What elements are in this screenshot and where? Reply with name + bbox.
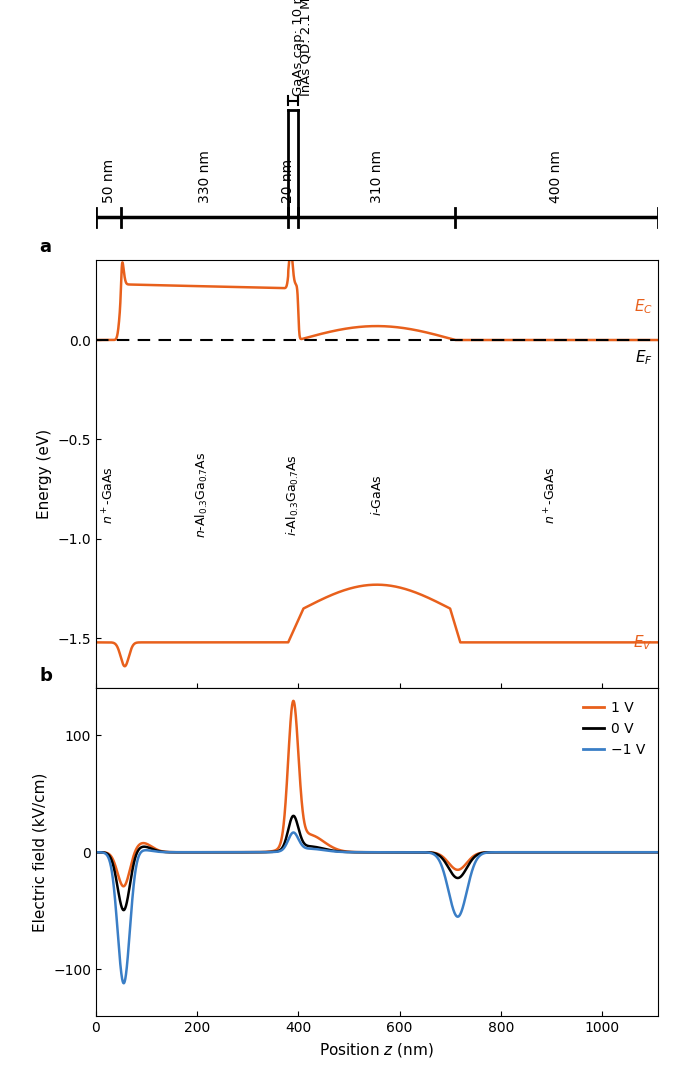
Text: $E_F$: $E_F$	[635, 349, 653, 367]
X-axis label: Position $z$ (nm): Position $z$ (nm)	[319, 1040, 434, 1059]
Text: 20 nm: 20 nm	[282, 159, 295, 203]
Text: $n$-Al$_{0.3}$Ga$_{0.7}$As: $n$-Al$_{0.3}$Ga$_{0.7}$As	[194, 452, 210, 538]
Text: 400 nm: 400 nm	[549, 150, 563, 203]
Y-axis label: Energy (eV): Energy (eV)	[37, 429, 52, 520]
Text: $i$-GaAs: $i$-GaAs	[370, 474, 384, 516]
Text: 310 nm: 310 nm	[370, 150, 384, 203]
Text: 330 nm: 330 nm	[198, 150, 212, 203]
Text: 50 nm: 50 nm	[101, 159, 116, 203]
Text: $E_C$: $E_C$	[634, 297, 653, 315]
Text: b: b	[40, 666, 53, 685]
Text: $E_V$: $E_V$	[633, 633, 653, 652]
Text: $i$-Al$_{0.3}$Ga$_{0.7}$As: $i$-Al$_{0.3}$Ga$_{0.7}$As	[285, 454, 301, 536]
Text: $n^+$-GaAs: $n^+$-GaAs	[101, 466, 116, 524]
Legend: 1 V, 0 V, −1 V: 1 V, 0 V, −1 V	[577, 695, 651, 762]
Y-axis label: Electric field (kV/cm): Electric field (kV/cm)	[32, 773, 47, 932]
Text: a: a	[40, 238, 52, 257]
Text: InAs QD: 2.1 ML: InAs QD: 2.1 ML	[299, 0, 312, 96]
Text: GaAs cap: 10 nm: GaAs cap: 10 nm	[292, 0, 305, 96]
Text: $n^+$-GaAs: $n^+$-GaAs	[544, 466, 559, 524]
